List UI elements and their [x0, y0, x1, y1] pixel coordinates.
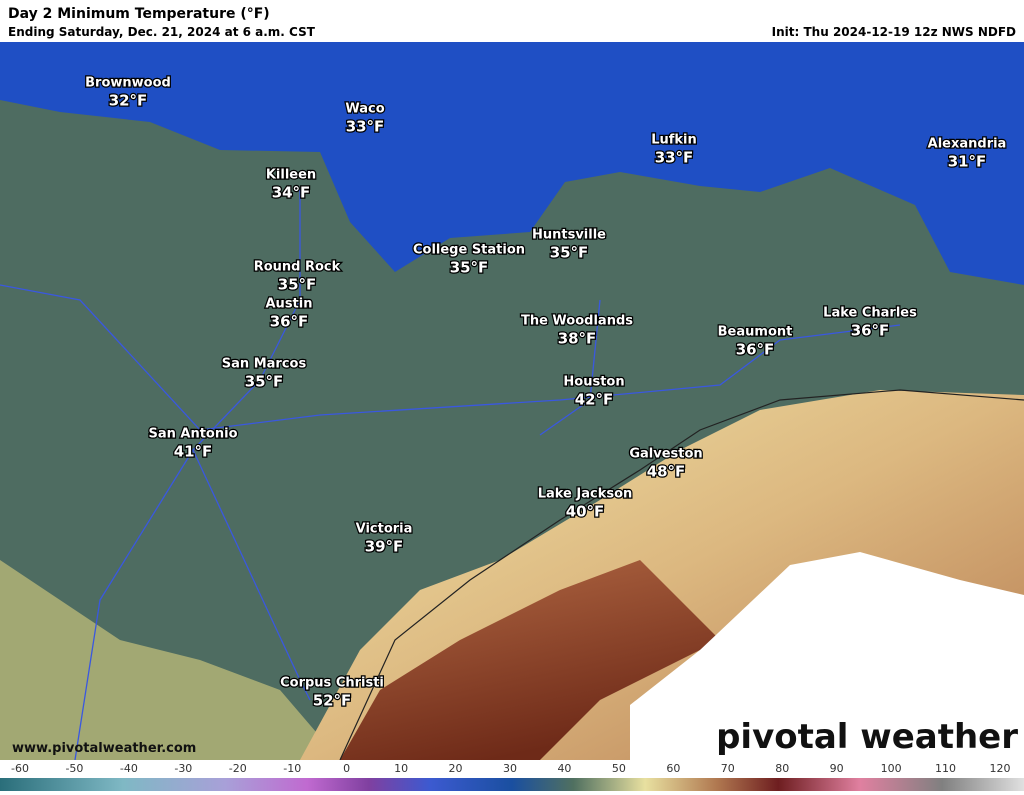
- colorbar-tick-label: 60: [666, 762, 680, 775]
- logo: pivotal weather: [716, 717, 1018, 757]
- city-name: Waco: [345, 102, 384, 117]
- city-temp: 41°F: [174, 443, 213, 461]
- city-name: Corpus Christi: [280, 676, 384, 691]
- city-name: Alexandria: [928, 137, 1007, 152]
- city-name: Lake Jackson: [538, 487, 633, 502]
- city-name: Huntsville: [532, 228, 606, 243]
- colorbar-tick-label: 0: [343, 762, 350, 775]
- city-temp: 40°F: [566, 503, 605, 521]
- colorbar-tick-label: -50: [65, 762, 83, 775]
- city-temp: 48°F: [647, 463, 686, 481]
- colorbar-tick-label: -60: [11, 762, 29, 775]
- city-name: Brownwood: [85, 76, 171, 91]
- colorbar-tick-label: 10: [394, 762, 408, 775]
- subtitle: Ending Saturday, Dec. 21, 2024 at 6 a.m.…: [8, 25, 316, 39]
- colorbar-tick-label: 120: [990, 762, 1011, 775]
- city-name: Victoria: [356, 522, 413, 537]
- city-name: Round Rock: [254, 260, 341, 275]
- city-temp: 35°F: [245, 373, 284, 391]
- city-temp: 52°F: [313, 692, 352, 710]
- colorbar-tick-label: 50: [612, 762, 626, 775]
- colorbar: [0, 778, 1024, 791]
- city-name: Beaumont: [718, 325, 793, 340]
- city-name: College Station: [413, 243, 525, 258]
- city-name: Lufkin: [651, 133, 697, 148]
- colorbar-tick-label: 40: [557, 762, 571, 775]
- city-name: San Antonio: [148, 427, 237, 442]
- colorbar-tick-label: 30: [503, 762, 517, 775]
- city-temp: 36°F: [851, 322, 890, 340]
- init-time: Init: Thu 2024-12-19 12z NWS NDFD: [772, 25, 1016, 39]
- no-data: [630, 552, 1024, 760]
- colorbar-tick-label: 70: [721, 762, 735, 775]
- title: Day 2 Minimum Temperature (°F): [8, 6, 270, 22]
- header-bg: [0, 0, 1024, 42]
- colorbar-tick-label: -20: [229, 762, 247, 775]
- city-temp: 39°F: [365, 538, 404, 556]
- city-temp: 33°F: [655, 149, 694, 167]
- city-temp: 31°F: [948, 153, 987, 171]
- map: [0, 42, 1024, 761]
- city-name: Houston: [563, 375, 624, 390]
- colorbar-tick-label: -30: [174, 762, 192, 775]
- warm-land: [0, 560, 340, 760]
- city-name: Galveston: [629, 447, 702, 462]
- city-temp: 36°F: [736, 341, 775, 359]
- city-name: Austin: [266, 297, 313, 312]
- colorbar-tick-label: -40: [120, 762, 138, 775]
- city-name: San Marcos: [222, 357, 307, 372]
- city-name: Killeen: [266, 168, 316, 183]
- city-temp: 35°F: [450, 259, 489, 277]
- colorbar-tick-label: 20: [449, 762, 463, 775]
- city-temp: 33°F: [346, 118, 385, 136]
- city-temp: 42°F: [575, 391, 614, 409]
- colorbar-tick-label: 80: [775, 762, 789, 775]
- colorbar-tick-label: 90: [830, 762, 844, 775]
- city-temp: 38°F: [558, 330, 597, 348]
- coastline: [339, 389, 1024, 761]
- city-temp: 35°F: [278, 276, 317, 294]
- colorbar-ticks: -60 -50 -40 -30 -20 -10 0 10 20 30 40 50 60 70 80 90 100…: [11, 762, 1010, 775]
- city-temp: 32°F: [109, 92, 148, 110]
- website: www.pivotalweather.com: [12, 741, 196, 756]
- city-temp: 36°F: [270, 313, 309, 331]
- city-temp: 35°F: [550, 244, 589, 262]
- city-name: Lake Charles: [823, 306, 917, 321]
- colorbar-tick-label: 100: [881, 762, 902, 775]
- colorbar-tick-label: -10: [283, 762, 301, 775]
- city-temp: 34°F: [272, 184, 311, 202]
- cold-region: [0, 42, 1024, 285]
- city-name: The Woodlands: [521, 314, 633, 329]
- colorbar-tick-label: 110: [935, 762, 956, 775]
- warm-gulf: [340, 560, 720, 760]
- highways: [0, 190, 901, 761]
